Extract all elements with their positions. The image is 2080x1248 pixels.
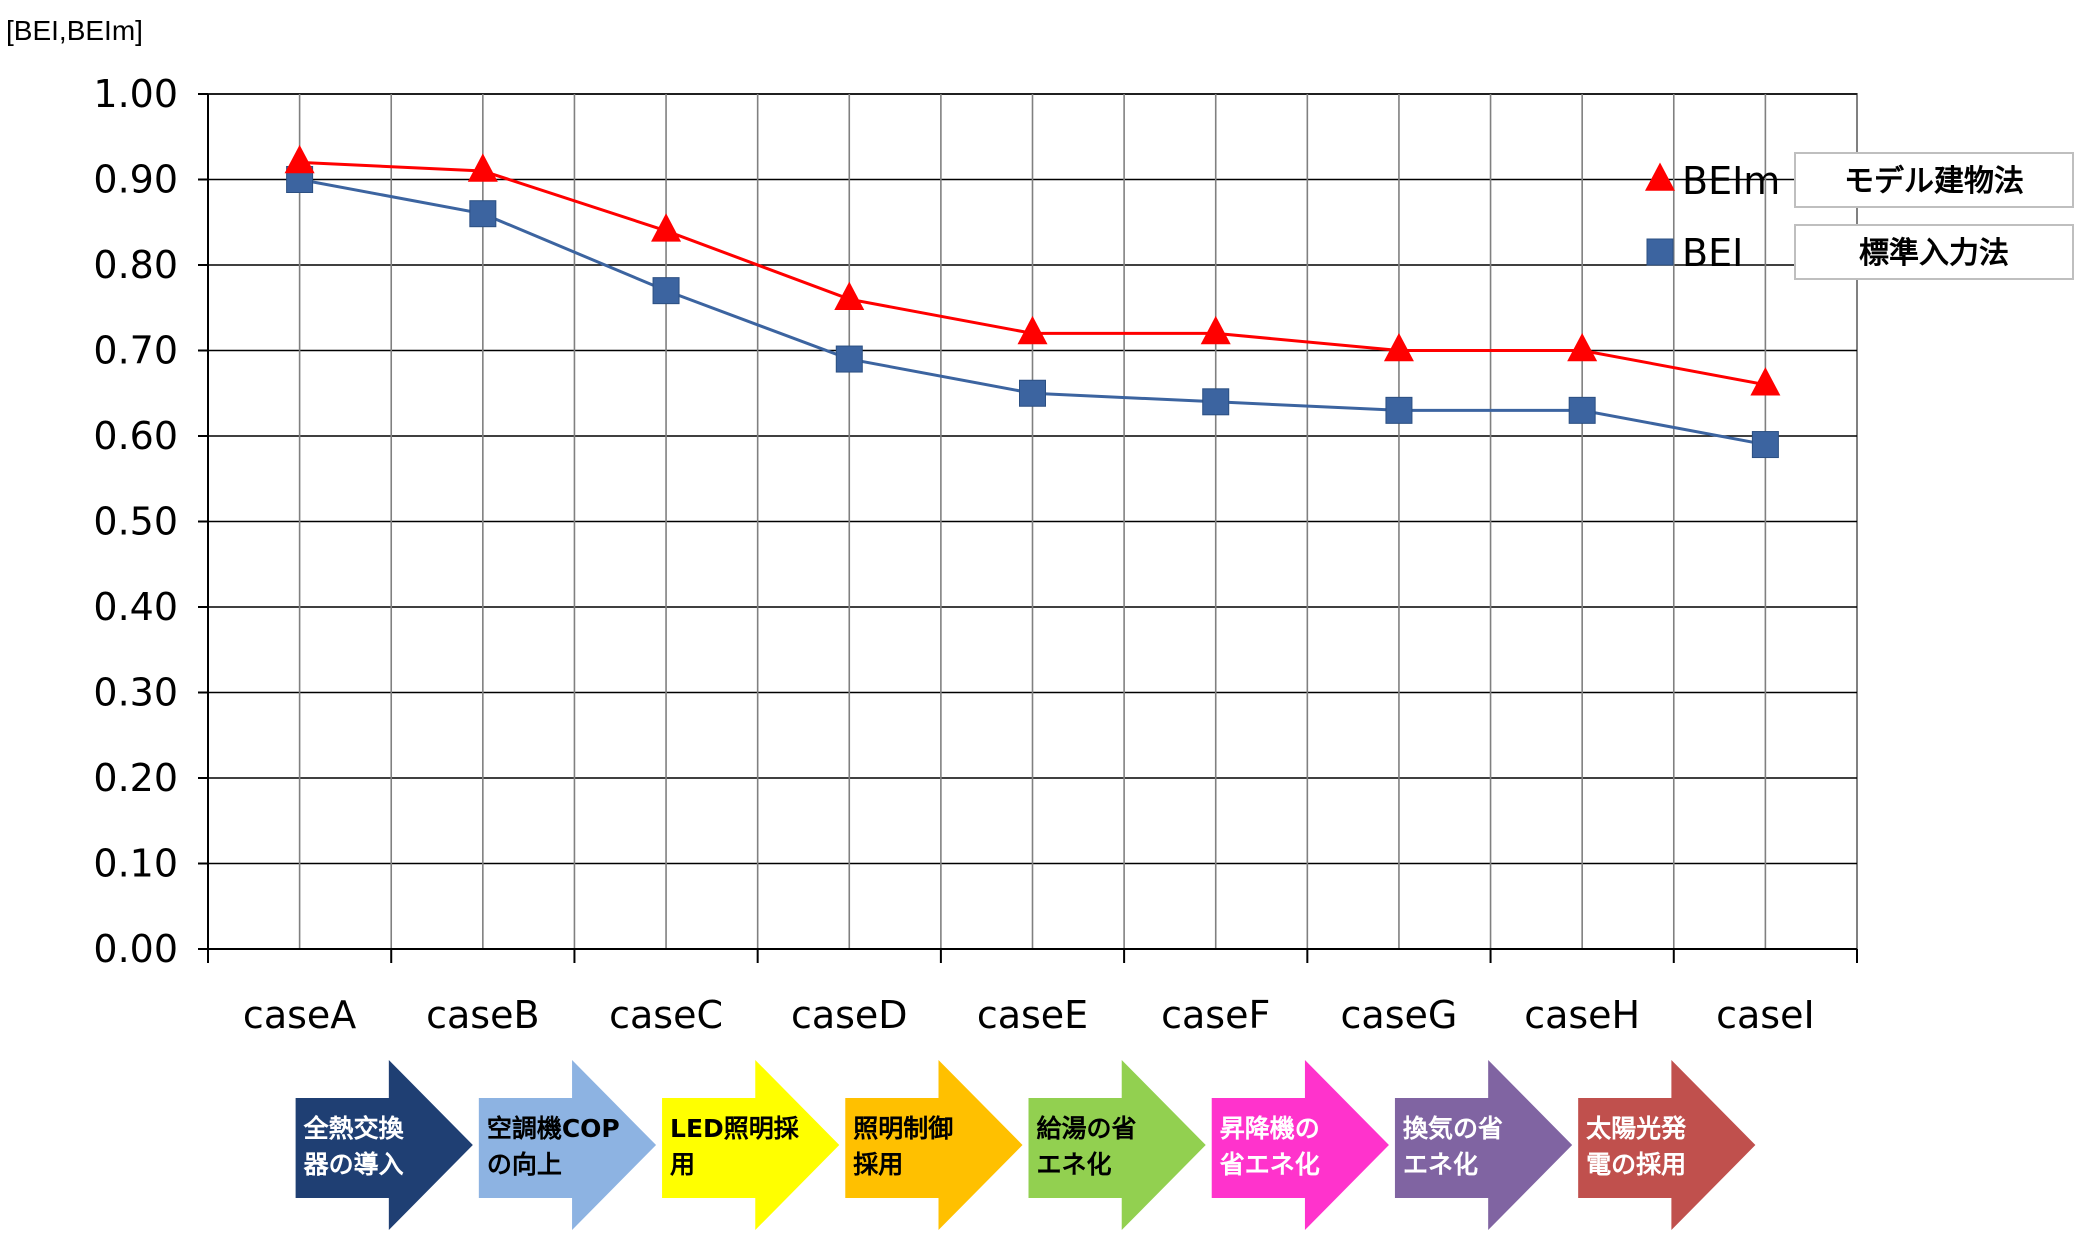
legend-note-box — [1794, 224, 2074, 280]
arrow-shape — [1578, 1060, 1756, 1230]
grid — [207, 93, 1858, 950]
data-point-square — [469, 200, 497, 228]
y-tick-label: 0.90 — [93, 158, 178, 202]
data-point-triangle — [1567, 332, 1598, 362]
legend-label: BEIm — [1682, 159, 1780, 203]
arrow-shape — [1394, 1060, 1573, 1230]
y-tick-label: 0.40 — [93, 585, 178, 629]
arrow-label: の向上 — [487, 1150, 562, 1179]
data-point-square — [1751, 431, 1779, 459]
data-point-square — [1646, 238, 1674, 266]
arrow-label: 太陽光発 — [1586, 1114, 1687, 1143]
arrow-label: 昇降機の — [1220, 1114, 1320, 1143]
measure-arrow: 空調機COP の向上 — [478, 1060, 657, 1230]
legend-label: BEI — [1682, 231, 1743, 275]
data-point-triangle — [284, 144, 315, 174]
y-tick-label: 0.20 — [93, 756, 178, 800]
data-point-triangle — [1017, 315, 1048, 345]
arrow-label: 省エネ化 — [1219, 1150, 1320, 1179]
arrow-shape — [1028, 1060, 1206, 1230]
arrow-shape — [845, 1060, 1023, 1230]
y-tick-label: 0.60 — [93, 414, 178, 458]
data-point-square — [835, 345, 863, 373]
x-category-label: caseC — [609, 993, 723, 1037]
x-category-label: caseA — [243, 993, 356, 1037]
data-point-triangle — [1200, 315, 1231, 345]
arrow-label: 器の導入 — [303, 1150, 404, 1179]
arrow-label: 換気の省 — [1403, 1114, 1503, 1143]
series-bei — [286, 166, 1779, 459]
data-point-square — [1568, 396, 1596, 424]
data-point-triangle — [651, 213, 682, 242]
arrow-label: エネ化 — [1037, 1150, 1112, 1179]
y-axis-label: [BEI,BEIm] — [6, 15, 143, 46]
data-point-triangle — [1383, 332, 1414, 362]
x-category-label: caseD — [791, 993, 908, 1037]
data-point-square — [1019, 379, 1046, 407]
legend-note-box — [1794, 152, 2074, 208]
data-point-square — [1202, 388, 1230, 416]
measure-arrows: 全熱交換器の導入空調機COPの向上LED照明採用照明制御採用給湯の省エネ化昇降機… — [295, 1060, 1756, 1230]
arrow-label: LED照明採 — [670, 1114, 800, 1143]
arrow-shape — [1211, 1060, 1389, 1230]
arrow-label: 電の採用 — [1586, 1150, 1686, 1179]
arrow-label: 全熱交換 — [303, 1114, 405, 1143]
x-category-label: caseE — [977, 993, 1088, 1037]
y-tick-label: 0.30 — [93, 671, 178, 715]
legend-note-text: モデル建物法 — [1844, 164, 2024, 199]
y-tick-label: 0.80 — [93, 243, 178, 287]
axes — [198, 93, 1858, 963]
arrow-label: 用 — [670, 1150, 695, 1179]
x-category-label: caseB — [426, 993, 539, 1037]
x-category-label: caseF — [1161, 993, 1270, 1037]
y-tick-label: 0.50 — [93, 500, 178, 544]
y-tick-label: 0.70 — [93, 329, 178, 373]
data-point-square — [652, 277, 680, 305]
series-beim — [284, 144, 1781, 396]
data-point-triangle — [1750, 367, 1781, 396]
x-category-label: caseG — [1341, 993, 1458, 1037]
data-point-triangle — [1645, 162, 1675, 191]
y-tick-label: 1.00 — [93, 72, 178, 116]
arrow-label: 給湯の省 — [1037, 1114, 1137, 1143]
y-tick-labels: 0.00 0.10 0.20 0.30 0.40 0.50 0.60 0.70 0.80 0.90… — [93, 72, 178, 971]
arrow-label: 空調機COP — [487, 1114, 620, 1143]
arrow-shape — [662, 1060, 840, 1230]
data-point-triangle — [467, 153, 498, 182]
data-point-square — [1385, 396, 1413, 424]
y-tick-label: 0.00 — [93, 927, 178, 971]
x-category-label: caseH — [1524, 993, 1640, 1037]
series-layer — [284, 144, 1781, 459]
arrow-label: エネ化 — [1403, 1150, 1478, 1179]
x-category-labels: caseA caseB caseC caseD caseE caseF caseG caseH… — [243, 993, 1815, 1037]
x-category-label: caseI — [1716, 993, 1815, 1037]
arrow-label: 採用 — [853, 1150, 903, 1179]
y-tick-label: 0.10 — [93, 842, 178, 886]
legend-note-text: 標準入力法 — [1859, 236, 2009, 271]
data-point-triangle — [834, 281, 865, 310]
arrow-shape — [478, 1060, 657, 1230]
arrow-label: 照明制御 — [853, 1114, 953, 1143]
arrow-shape — [295, 1060, 473, 1230]
